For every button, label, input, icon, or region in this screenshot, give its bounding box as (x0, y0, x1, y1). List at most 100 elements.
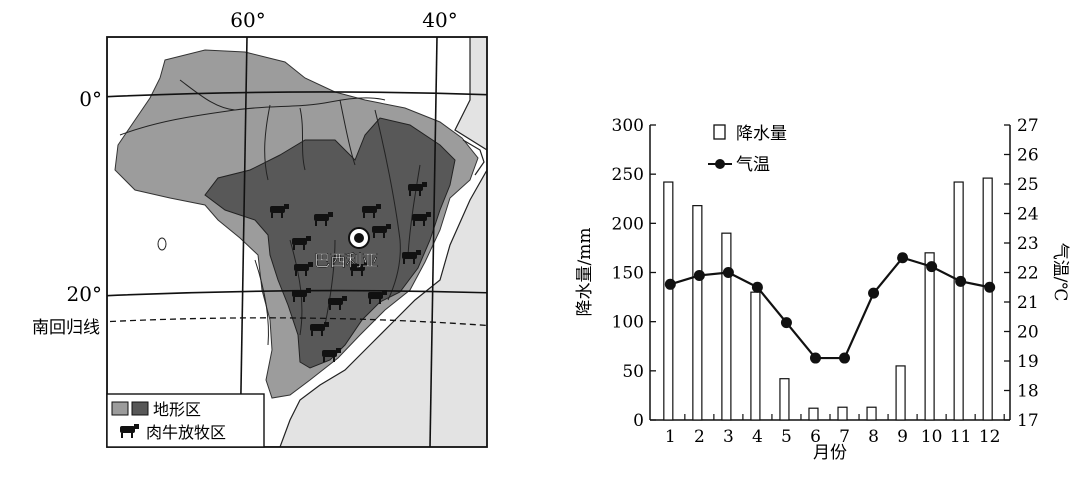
tropic-line (107, 317, 487, 327)
temp-series (664, 252, 996, 364)
y-right-tick-label: 17 (1017, 411, 1039, 431)
rivers (119, 79, 421, 346)
y-right-tick-label: 25 (1017, 175, 1039, 195)
lon-60-label: 60° (230, 8, 265, 32)
equator-line (107, 91, 487, 98)
temp-point (868, 287, 880, 299)
y-left-tick-label: 100 (612, 313, 644, 333)
y-left-tick-label: 300 (612, 116, 644, 136)
precip-bar (953, 181, 964, 421)
precip-bar (750, 291, 761, 421)
x-tick-label: 2 (694, 427, 705, 447)
x-tick-label: 10 (921, 427, 943, 447)
brazil-map: 巴西利亚 60° 40° 0° 20° 南回归线 地形区 肉牛放牧区 (32, 8, 488, 448)
legend-temp-label: 气温 (736, 155, 770, 175)
precip-bars (663, 177, 993, 421)
temp-point (897, 252, 909, 264)
chart-legend: 降水量 气温 (708, 124, 787, 175)
temp-point (751, 281, 763, 293)
y-left-label: 降水量/mm (575, 228, 595, 317)
map-frame (106, 36, 488, 448)
x-tick-label: 12 (979, 427, 1001, 447)
y-right-tick-label: 21 (1017, 293, 1039, 313)
cattle-icon (412, 212, 431, 226)
precip-bar (924, 252, 935, 421)
x-tick-label: 7 (839, 427, 850, 447)
x-tick-label: 8 (868, 427, 879, 447)
right-ticks: 17 18 19 20 21 22 23 24 25 26 27 (1004, 116, 1039, 431)
legend-line-marker (715, 159, 725, 169)
legend-precip-label: 降水量 (736, 124, 787, 144)
y-right-tick-label: 24 (1017, 205, 1039, 225)
temp-line-path (670, 256, 990, 360)
cattle-icons (270, 182, 431, 362)
capital-marker-dot (354, 233, 364, 243)
x-tick-label: 11 (950, 427, 972, 447)
x-tick-label: 4 (752, 427, 763, 447)
temp-point (722, 267, 734, 278)
temp-point (809, 352, 821, 364)
cattle-icon (310, 322, 329, 336)
lon-40-line (429, 37, 438, 447)
lon-40-label: 40° (422, 8, 457, 32)
cattle-icon (292, 288, 311, 302)
cattle-icon (368, 290, 387, 304)
legend-terrain-label: 地形区 (153, 400, 201, 419)
lake (157, 237, 167, 251)
cattle-icon (372, 224, 391, 238)
precip-bar (779, 378, 790, 421)
legend-cattle-label: 肉牛放牧区 (146, 423, 226, 442)
y-right-tick-label: 27 (1017, 116, 1039, 136)
cattle-icon (322, 348, 341, 362)
precip-bar (663, 181, 674, 421)
y-right-tick-label: 19 (1017, 352, 1039, 372)
temp-point (839, 352, 851, 364)
x-tick-label: 3 (723, 427, 734, 447)
y-right-tick-label: 18 (1017, 382, 1039, 402)
cattle-icon (362, 204, 381, 218)
coastline (462, 139, 485, 176)
lat-0-label: 0° (79, 87, 102, 111)
precip-bar (837, 406, 848, 421)
terrain-dark-region (204, 117, 456, 369)
temp-point (693, 269, 705, 281)
y-left-tick-label: 250 (612, 165, 644, 185)
y-right-tick-label: 26 (1017, 146, 1039, 166)
precip-bar (692, 205, 703, 421)
y-right-tick-label: 23 (1017, 234, 1039, 254)
cattle-icon (328, 296, 347, 310)
map-legend: 地形区 肉牛放牧区 (106, 393, 265, 448)
cattle-icon (292, 236, 311, 250)
chart-panel: 0 50 100 150 200 250 300 17 18 19 20 21 22 23 24 25 26 2… (540, 0, 1080, 480)
precip-bar (866, 406, 877, 421)
precip-bar (808, 407, 819, 421)
temp-point (984, 281, 996, 293)
city-label: 巴西利亚 (314, 251, 378, 270)
x-tick-label: 1 (665, 427, 676, 447)
precip-bar (721, 232, 732, 421)
cattle-icon (408, 182, 427, 196)
temp-point (955, 275, 967, 287)
lat-20-label: 20° (67, 282, 102, 306)
y-right-tick-label: 20 (1017, 323, 1039, 343)
cattle-icon (294, 262, 313, 276)
temp-point (664, 278, 676, 290)
x-tick-label: 5 (781, 427, 792, 447)
tropic-label: 南回归线 (32, 318, 100, 338)
temp-point (926, 261, 938, 273)
left-ticks: 0 50 100 150 200 250 300 (612, 116, 656, 431)
y-left-tick-label: 150 (612, 264, 644, 284)
map-panel: 巴西利亚 60° 40° 0° 20° 南回归线 地形区 肉牛放牧区 (0, 0, 520, 480)
lon-60-line (239, 37, 248, 447)
legend-bar-swatch (713, 124, 726, 140)
x-tick-label: 6 (810, 427, 821, 447)
x-label: 月份 (813, 443, 847, 463)
cattle-icon (350, 262, 369, 276)
legend-cattle-icon (120, 424, 139, 438)
cattle-icon (314, 212, 333, 226)
x-ticks: 1 2 3 4 5 6 7 8 9 10 11 12 (665, 414, 1005, 447)
y-right-label: 气温/℃ (1050, 243, 1070, 302)
y-left-tick-label: 0 (633, 411, 644, 431)
y-right-tick-label: 22 (1017, 264, 1039, 284)
